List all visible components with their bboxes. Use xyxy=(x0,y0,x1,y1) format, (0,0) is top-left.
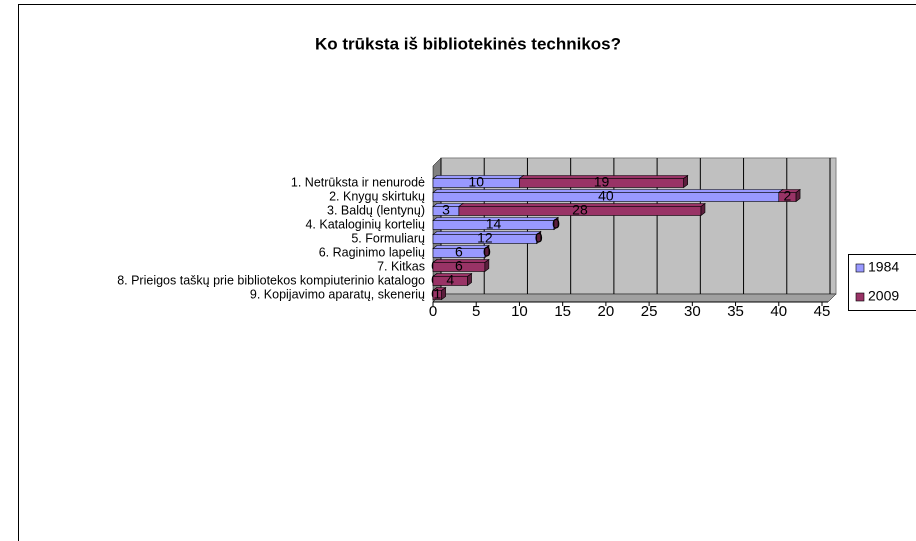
x-tick-label: 45 xyxy=(814,303,831,320)
legend-swatch xyxy=(855,292,865,302)
bar-segment xyxy=(432,272,473,287)
bar-segment xyxy=(518,174,689,189)
y-tick-label: 5. Formuliarų xyxy=(351,231,425,245)
legend-label: 1984 xyxy=(868,259,899,275)
data-label: 19 xyxy=(594,174,610,190)
data-label: 14 xyxy=(486,216,502,232)
bar-side xyxy=(553,216,559,231)
y-tick-label: 2. Knygų skirtukų xyxy=(329,189,425,203)
bar-side xyxy=(683,174,688,189)
y-tick-label: 3. Baldų (lentynų) xyxy=(327,203,425,217)
data-label: 28 xyxy=(572,202,588,218)
bar-side xyxy=(467,272,472,287)
x-tick-label: 5 xyxy=(472,303,480,320)
bar-segment xyxy=(536,230,542,245)
data-label: 0 xyxy=(483,244,491,260)
y-tick-label: 8. Prieigos taškų prie bibliotekos kompi… xyxy=(117,273,425,287)
bar-side xyxy=(536,230,542,245)
chart-title: Ko trūksta iš bibliotekinės technikos? xyxy=(315,34,621,53)
bar-segment xyxy=(458,202,706,217)
data-label: 40 xyxy=(598,188,614,204)
data-label: 6 xyxy=(455,244,463,260)
x-tick-label: 10 xyxy=(511,303,528,320)
x-tick-label: 30 xyxy=(684,303,701,320)
bar-segment xyxy=(432,258,490,273)
x-tick-label: 20 xyxy=(598,303,615,320)
x-tick-label: 35 xyxy=(727,303,744,320)
data-label: 2 xyxy=(784,188,792,204)
bar-segment xyxy=(484,244,490,259)
legend-swatch xyxy=(855,263,865,273)
y-tick-label: 4. Kataloginių kortelių xyxy=(305,217,425,231)
bar-side xyxy=(700,202,706,217)
x-tick-label: 25 xyxy=(641,303,658,320)
bar-side xyxy=(441,286,446,301)
data-label: 0 xyxy=(535,230,543,246)
legend-label: 2009 xyxy=(868,288,899,304)
data-label: 4 xyxy=(446,272,454,288)
x-tick-label: 15 xyxy=(554,303,571,320)
data-label: 12 xyxy=(477,230,493,246)
data-label: 6 xyxy=(455,258,463,274)
y-tick-label: 7. Kitkas xyxy=(377,259,425,273)
data-label: 1 xyxy=(433,286,441,302)
data-label: 0 xyxy=(552,216,560,232)
bar-side xyxy=(795,188,801,203)
data-label: 3 xyxy=(442,202,450,218)
x-tick-label: 0 xyxy=(429,303,437,320)
bar-segment xyxy=(553,216,559,231)
floor xyxy=(432,293,837,303)
data-label: 10 xyxy=(468,174,484,190)
y-tick-label: 1. Netrūksta ir nenurodė xyxy=(291,175,425,189)
x-tick-label: 40 xyxy=(770,303,787,320)
bar-segment xyxy=(432,286,447,301)
bar-side xyxy=(484,258,490,273)
y-tick-label: 9. Kopijavimo aparatų, skenerių xyxy=(250,287,425,301)
bar-segment xyxy=(777,188,801,203)
bar-side xyxy=(484,244,490,259)
y-tick-label: 6. Raginimo lapelių xyxy=(319,245,425,259)
